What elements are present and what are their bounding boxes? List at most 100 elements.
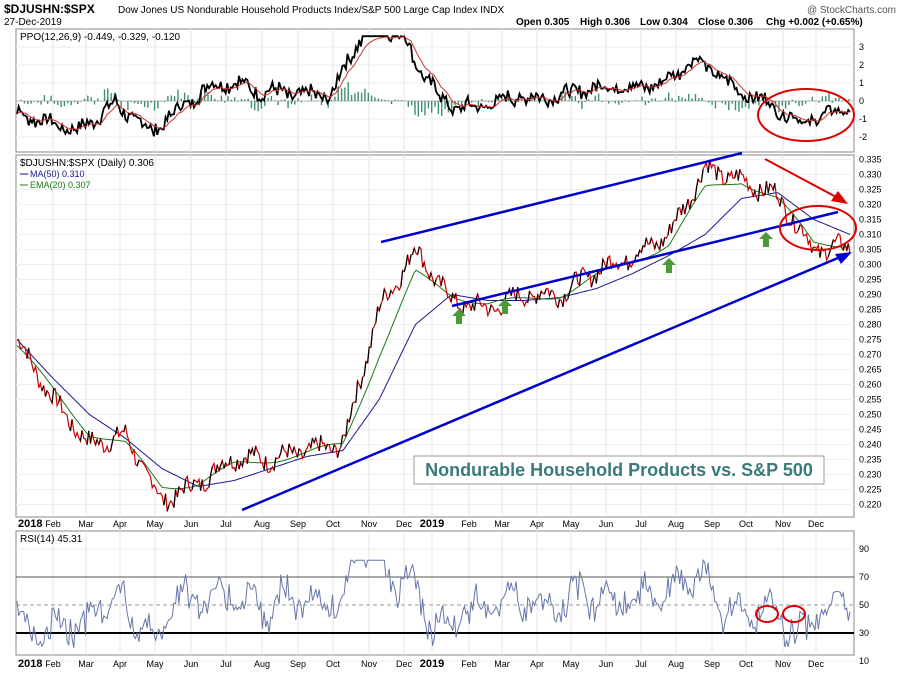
symbol-description: Dow Jones US Nondurable Household Produc… xyxy=(118,5,504,16)
ppo-histogram-bar xyxy=(427,101,430,109)
high-value: High 0.306 xyxy=(580,17,630,28)
ppo-histogram-bar xyxy=(658,101,660,102)
ppo-histogram-bar xyxy=(561,94,563,101)
price-tick-label: 0.260 xyxy=(859,380,882,390)
ppo-histogram-bar xyxy=(487,101,490,103)
price-axis: 0.335 0.330 0.325 0.320 0.315 0.310 0.305 0.300… xyxy=(859,155,882,510)
x-tick-label: May xyxy=(562,659,580,669)
ppo-histogram-bar xyxy=(173,96,176,101)
ppo-histogram-bar xyxy=(828,92,830,101)
ppo-histogram-bar xyxy=(741,101,743,109)
ppo-histogram-bar xyxy=(280,99,283,101)
ppo-tick-label: -2 xyxy=(859,132,867,142)
ppo-histogram-bar xyxy=(811,96,813,101)
price-tick-label: 0.255 xyxy=(859,395,882,405)
x-tick-label: Jul xyxy=(635,519,647,529)
ppo-histogram-bar xyxy=(110,93,112,101)
ppo-histogram-bar xyxy=(133,101,136,104)
ppo-histogram-bar xyxy=(137,101,139,104)
price-tick-label: 0.245 xyxy=(859,425,882,435)
ppo-histogram-bar xyxy=(254,101,256,111)
ppo-histogram-bar xyxy=(33,101,36,102)
ppo-highlight-ellipse xyxy=(757,88,855,142)
red-arrowhead xyxy=(831,191,848,204)
ppo-histogram-bar xyxy=(701,97,703,101)
ppo-axis: 3 2 1 0 -1 -2 xyxy=(859,42,867,142)
ppo-histogram-bar xyxy=(581,101,583,109)
ppo-histogram-bar xyxy=(60,101,62,108)
ppo-histogram-bar xyxy=(130,101,132,102)
x-tick-label: Jun xyxy=(184,659,199,669)
ppo-histogram-bar xyxy=(400,100,403,101)
ppo-histogram-bar xyxy=(57,101,59,105)
x-tick-label: Sep xyxy=(290,659,306,669)
ppo-histogram-bar xyxy=(183,92,186,101)
ppo-histogram-bar xyxy=(367,92,369,101)
ppo-histogram-bar xyxy=(451,101,453,113)
ppo-histogram-bar xyxy=(698,98,700,101)
ppo-histogram-bar xyxy=(244,99,246,101)
rsi-highlight-ellipse-2 xyxy=(782,605,806,623)
ppo-histogram-bar xyxy=(107,88,109,101)
ppo-histogram-bar xyxy=(227,96,229,101)
chart-date: 27-Dec-2019 xyxy=(4,17,62,28)
ppo-histogram-bar xyxy=(200,92,202,101)
ppo-histogram-bar xyxy=(437,101,440,115)
ppo-histogram-bar xyxy=(90,97,92,101)
x-tick-label: Oct xyxy=(739,519,754,529)
x-tick-label: Apr xyxy=(113,519,127,529)
x-tick-label: Sep xyxy=(704,519,720,529)
ppo-histogram-bar xyxy=(641,96,643,101)
ppo-histogram-bar xyxy=(761,99,763,101)
ppo-histogram-bar xyxy=(678,95,680,101)
x-tick-label: Jul xyxy=(635,659,647,669)
ppo-histogram-bar xyxy=(384,99,386,101)
rsi-tick-label: 50 xyxy=(859,600,869,610)
x-tick-label: Nov xyxy=(775,659,792,669)
ppo-histogram-bar xyxy=(270,96,273,101)
ppo-histogram-bar xyxy=(791,99,793,101)
ppo-histogram-bar xyxy=(794,101,797,103)
ppo-histogram-bar xyxy=(584,101,586,103)
ppo-histogram-bar xyxy=(247,98,249,101)
ppo-signal-line xyxy=(16,36,850,131)
ppo-histogram-bar xyxy=(267,97,269,101)
ppo-histogram-bar xyxy=(344,87,346,101)
ppo-histogram-bar xyxy=(354,93,356,101)
ppo-histogram-bar xyxy=(300,101,303,103)
ppo-histogram-bar xyxy=(370,95,373,101)
x-tick-label: Mar xyxy=(78,519,94,529)
ppo-histogram-bar xyxy=(83,98,86,101)
ppo-histogram-bar xyxy=(160,101,162,102)
x-tick-label: Jun xyxy=(184,519,199,529)
price-tick-label: 0.275 xyxy=(859,335,882,345)
x-tick-label: Feb xyxy=(45,659,61,669)
upper-trendline xyxy=(380,151,743,244)
rsi-tick-label: 30 xyxy=(859,628,869,638)
ppo-histogram-bar xyxy=(93,101,96,105)
rsi-tick-label: 90 xyxy=(859,544,869,554)
ppo-histogram-bar xyxy=(290,101,293,105)
ppo-histogram-bar xyxy=(143,101,146,108)
x-tick-label: Jun xyxy=(599,659,614,669)
ppo-histogram-bar xyxy=(644,101,647,106)
x-tick-label: 2018 xyxy=(18,658,42,670)
ppo-histogram-bar xyxy=(721,101,723,104)
ppo-histogram-bar xyxy=(307,101,309,102)
ppo-histogram-bar xyxy=(654,98,657,101)
ppo-histogram-bar xyxy=(461,101,463,107)
ppo-histogram-bar xyxy=(157,101,159,109)
price-tick-label: 0.300 xyxy=(859,260,882,270)
x-tick-label: Dec xyxy=(808,519,825,529)
ppo-histogram-bar xyxy=(628,101,630,102)
ppo-histogram-bar xyxy=(334,96,336,101)
price-tick-label: 0.220 xyxy=(859,500,882,510)
ppo-histogram-bar xyxy=(798,101,800,107)
ppo-histogram-bar xyxy=(170,95,172,101)
ppo-histogram-bar xyxy=(728,101,730,111)
ppo-histogram-bar xyxy=(691,98,693,101)
x-tick-label: Sep xyxy=(704,659,720,669)
x-tick-label: Dec xyxy=(396,519,413,529)
price-tick-label: 0.305 xyxy=(859,245,882,255)
ppo-histogram-bar xyxy=(127,101,129,111)
